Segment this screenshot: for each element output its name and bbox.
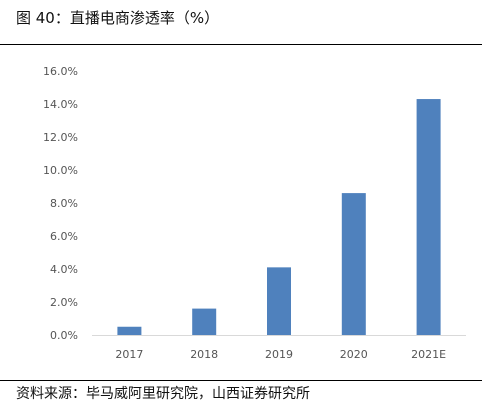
y-tick-label: 10.0% [43, 164, 78, 177]
bar-2020 [341, 193, 366, 335]
source-note: 资料来源：毕马威阿里研究院，山西证券研究所 [16, 386, 310, 402]
x-tick-label: 2020 [340, 348, 368, 361]
x-axis-ticks: 2017 2018 2019 2020 2021E [115, 348, 446, 361]
bar-2018 [192, 308, 217, 335]
y-tick-label: 2.0% [50, 296, 78, 309]
x-tick-label: 2018 [190, 348, 218, 361]
y-tick-label: 16.0% [43, 65, 78, 78]
y-tick-label: 6.0% [50, 230, 78, 243]
y-tick-label: 12.0% [43, 131, 78, 144]
x-tick-label: 2021E [411, 348, 446, 361]
top-divider [0, 44, 482, 45]
y-tick-label: 4.0% [50, 263, 78, 276]
x-tick-label: 2019 [265, 348, 293, 361]
bar-2019 [267, 267, 291, 335]
bar-2017 [117, 326, 142, 335]
x-tick-label: 2017 [115, 348, 143, 361]
y-tick-label: 14.0% [43, 98, 78, 111]
bar-series [117, 99, 441, 335]
chart-title: 图 40：直播电商渗透率（%） [16, 9, 220, 27]
y-axis-ticks: 0.0% 2.0% 4.0% 6.0% 8.0% 10.0% 12.0% 14.0% 16.0% [43, 65, 78, 342]
bottom-divider [0, 380, 482, 381]
y-tick-label: 8.0% [50, 197, 78, 210]
y-tick-label: 0.0% [50, 329, 78, 342]
bar-2021E [416, 99, 441, 335]
